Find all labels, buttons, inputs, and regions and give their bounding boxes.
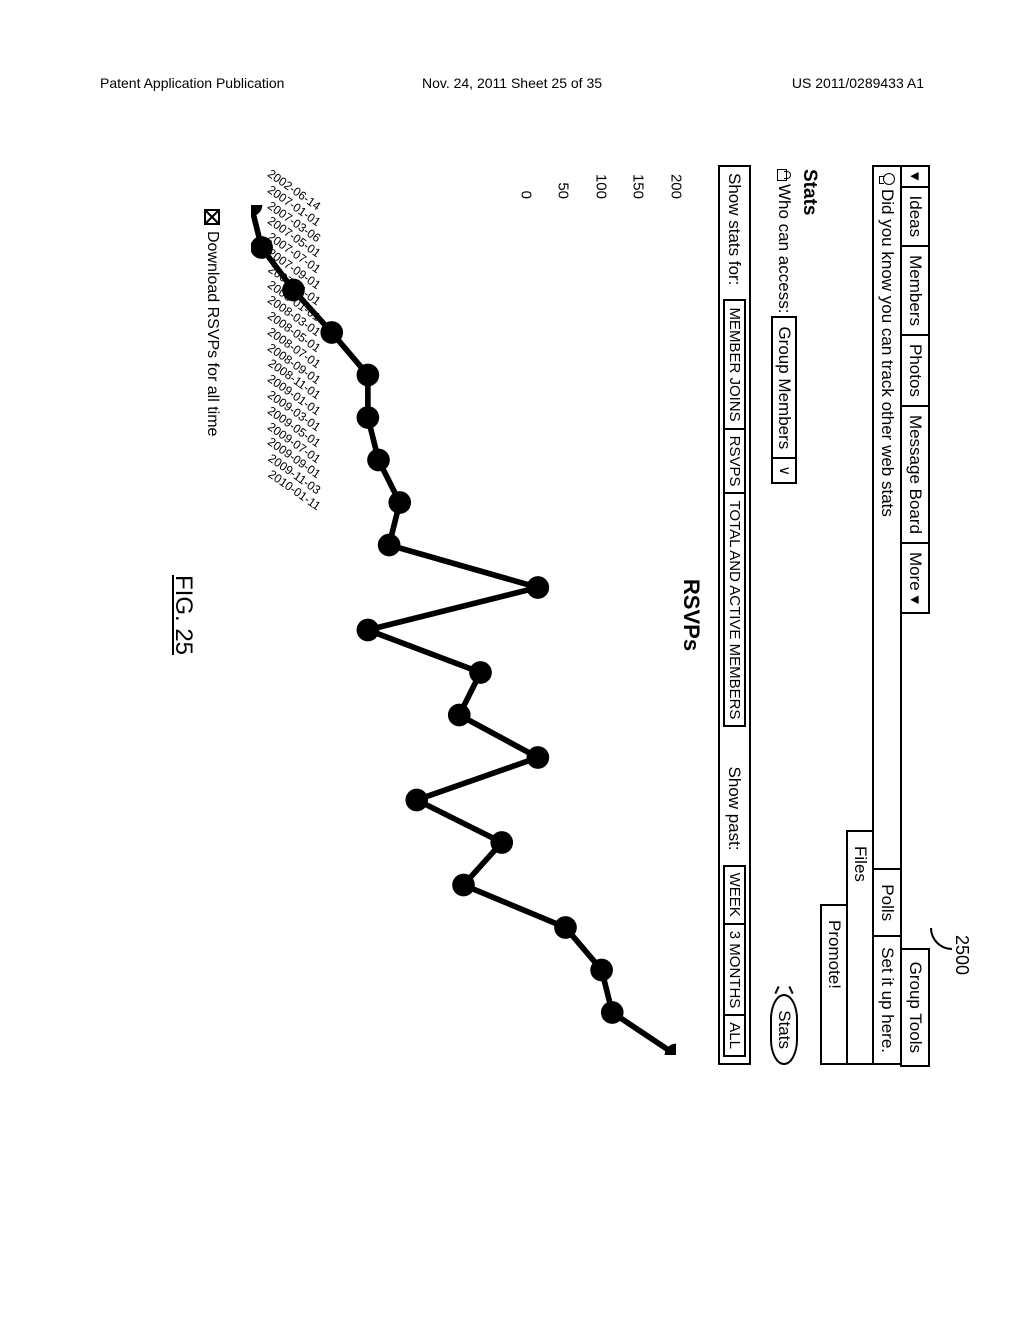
figure-25: 2500 ▾ Ideas Members Photos Message Boar… (100, 165, 930, 1065)
tab-more[interactable]: More ▾ (900, 542, 930, 614)
lightbulb-icon (879, 173, 895, 185)
seg-member-joins[interactable]: MEMBER JOINS (725, 301, 744, 429)
reference-pointer (930, 928, 952, 950)
info-row: Did you know you can track other web sta… (872, 165, 902, 1065)
nav-prev-arrow[interactable]: ▾ (900, 165, 930, 188)
rsvps-chart: 050100150200 (321, 205, 676, 1055)
download-link[interactable]: Download RSVPs for all time (203, 209, 221, 1065)
tab-message-board[interactable]: Message Board (900, 405, 930, 544)
nav-tabs: ▾ Ideas Members Photos Message Board Mor… (900, 165, 930, 1065)
download-label: Download RSVPs for all time (203, 231, 221, 436)
seg-week[interactable]: WEEK (725, 867, 744, 925)
seg-total-active[interactable]: TOTAL AND ACTIVE MEMBERS (725, 494, 744, 725)
y-axis-ticks: 050100150200 (321, 165, 676, 203)
y-tick: 0 (518, 161, 535, 199)
stats-section: Stats Who can access: Group Members ∨ St… (765, 165, 822, 1065)
show-past-segmented[interactable]: WEEK 3 MONTHS ALL (723, 865, 746, 1057)
lock-icon (777, 169, 791, 181)
access-label: Who can access: (774, 184, 794, 313)
pub-label: Patent Application Publication (100, 75, 284, 91)
y-tick: 150 (630, 161, 647, 199)
y-tick: 50 (555, 161, 572, 199)
stats-heading: Stats (798, 169, 820, 990)
tab-ideas[interactable]: Ideas (900, 186, 930, 248)
chevron-down-icon[interactable]: ∨ (773, 457, 795, 482)
page-header: Patent Application Publication Nov. 24, … (100, 75, 924, 91)
chart-title: RSVPs (678, 165, 704, 1065)
tab-members[interactable]: Members (900, 245, 930, 336)
tip-banner: Did you know you can track other web sta… (872, 165, 902, 870)
sheet-label: Nov. 24, 2011 Sheet 25 of 35 (422, 75, 602, 91)
filter-bar: Show stats for: MEMBER JOINS RSVPS TOTAL… (718, 165, 751, 1065)
figure-caption: FIG. 25 (169, 165, 197, 1065)
files-link[interactable]: Files (846, 830, 874, 1065)
tab-photos[interactable]: Photos (900, 334, 930, 407)
seg-3months[interactable]: 3 MONTHS (725, 925, 744, 1017)
seg-rsvps[interactable]: RSVPS (725, 430, 744, 495)
y-tick: 200 (668, 161, 685, 199)
promote-link[interactable]: Promote! (820, 904, 848, 1065)
download-icon (204, 209, 220, 225)
setup-link[interactable]: Set it up here. (872, 935, 902, 1065)
access-select-value: Group Members (773, 318, 795, 457)
access-select[interactable]: Group Members ∨ (771, 316, 797, 484)
polls-link[interactable]: Polls (872, 868, 902, 937)
y-tick: 100 (593, 161, 610, 199)
seg-all[interactable]: ALL (725, 1016, 744, 1055)
pub-number: US 2011/0289433 A1 (792, 75, 924, 91)
show-past-label: Show past: (725, 766, 745, 850)
stats-for-segmented[interactable]: MEMBER JOINS RSVPS TOTAL AND ACTIVE MEMB… (723, 299, 746, 727)
group-tools-button[interactable]: Group Tools (900, 948, 930, 1067)
reference-number: 2500 (951, 935, 972, 975)
stats-pill[interactable]: Stats (770, 994, 798, 1065)
stats-for-label: Show stats for: (725, 173, 745, 285)
tip-text: Did you know you can track other web sta… (877, 189, 897, 517)
